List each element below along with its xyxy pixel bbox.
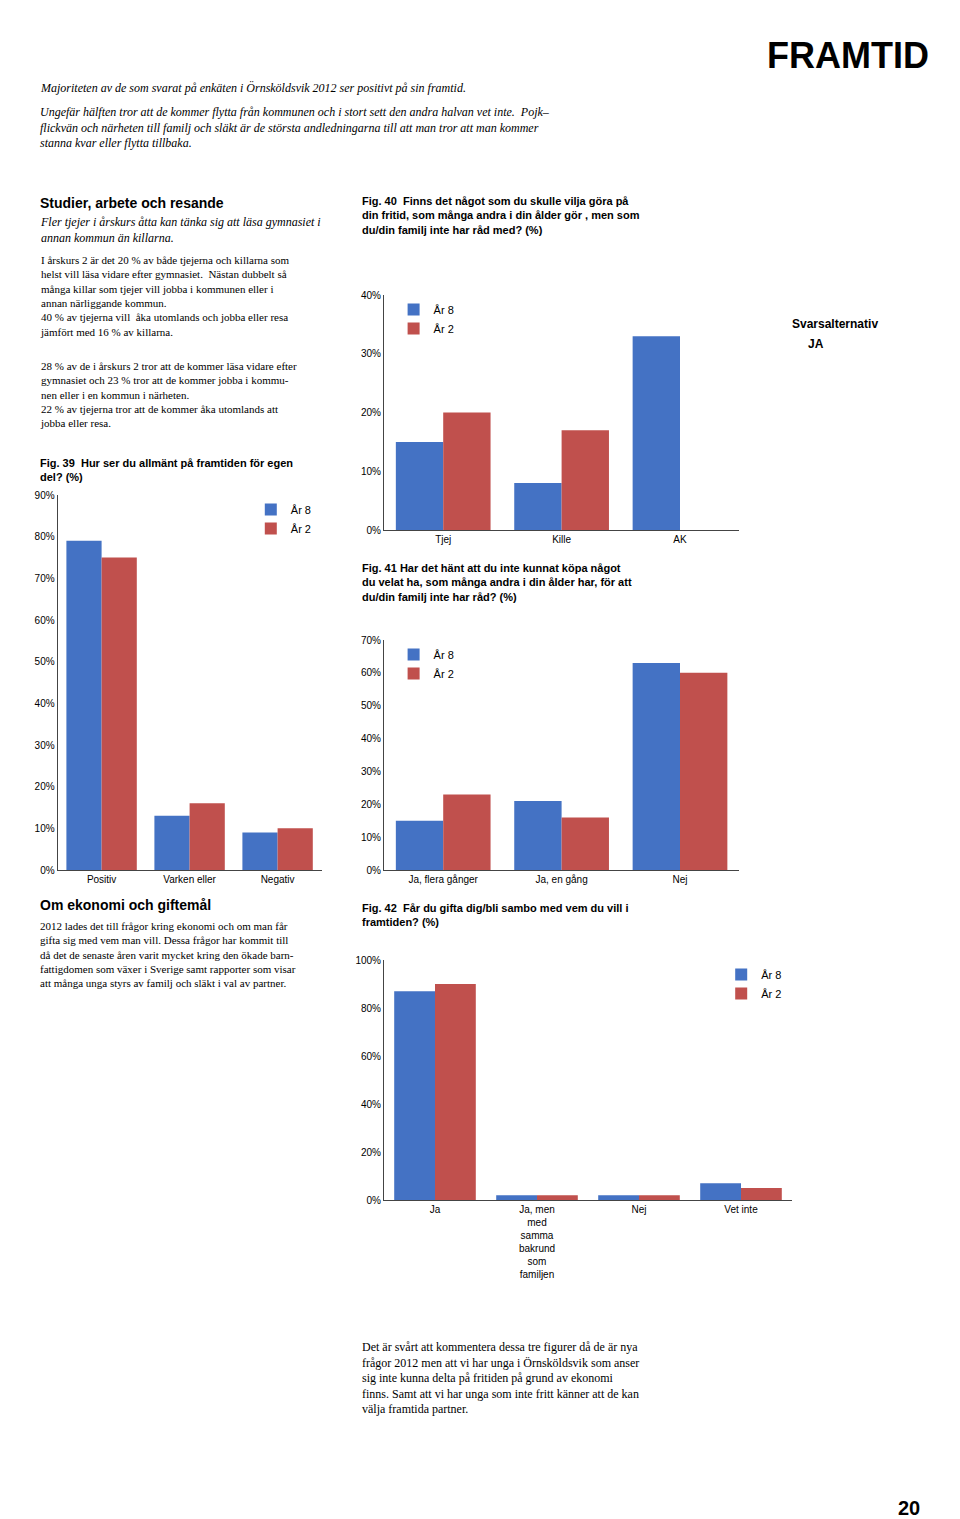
svg-text:0%: 0% <box>40 865 55 876</box>
svg-text:Vet inte: Vet inte <box>724 1204 758 1215</box>
svg-text:Svarsalternativ: Svarsalternativ <box>792 317 878 331</box>
svg-text:Kille: Kille <box>552 534 571 545</box>
svg-text:År 2: År 2 <box>291 523 311 535</box>
svg-text:40%: 40% <box>35 698 55 709</box>
svg-text:10%: 10% <box>361 466 381 477</box>
svg-text:Ja, menmedsammabakrundsomfamil: Ja, menmedsammabakrundsomfamiljen <box>519 1204 555 1280</box>
svg-text:20%: 20% <box>361 407 381 418</box>
svg-text:FRAMTID: FRAMTID <box>767 35 929 76</box>
svg-text:Ja, flera gånger: Ja, flera gånger <box>408 874 478 885</box>
svg-text:60%: 60% <box>361 667 381 678</box>
svg-text:Studier, arbete och resande: Studier, arbete och resande <box>40 195 224 211</box>
svg-text:20%: 20% <box>361 1147 381 1158</box>
svg-text:Fig. 39 Hur ser du allmänt på: Fig. 39 Hur ser du allmänt på framtiden … <box>40 457 293 483</box>
svg-text:Negativ: Negativ <box>261 874 295 885</box>
svg-text:År 8: År 8 <box>761 969 781 981</box>
svg-text:År 2: År 2 <box>761 988 781 1000</box>
svg-text:40%: 40% <box>361 733 381 744</box>
svg-text:100%: 100% <box>355 955 381 966</box>
svg-text:70%: 70% <box>35 573 55 584</box>
svg-text:90%: 90% <box>35 490 55 501</box>
svg-text:Fler tjejer i årskurs åtta kan: Fler tjejer i årskurs åtta kan tänka sig… <box>40 215 321 245</box>
svg-text:60%: 60% <box>361 1051 381 1062</box>
svg-text:Det är svårt att kommentera de: Det är svårt att kommentera dessa tre fi… <box>362 1340 639 1416</box>
svg-text:28 % av de i årskurs 2 tror at: 28 % av de i årskurs 2 tror att de komme… <box>40 360 297 429</box>
svg-text:20%: 20% <box>361 799 381 810</box>
svg-text:Varken eller: Varken eller <box>163 874 216 885</box>
svg-text:Fig. 40 Finns det något som d: Fig. 40 Finns det något som du skulle vi… <box>362 195 640 236</box>
svg-text:20: 20 <box>898 1497 920 1519</box>
svg-text:I årskurs 2 är det 20 % av båd: I årskurs 2 är det 20 % av både tjejerna… <box>40 254 289 338</box>
svg-text:80%: 80% <box>35 531 55 542</box>
svg-text:År 8: År 8 <box>291 504 311 516</box>
svg-text:40%: 40% <box>361 1099 381 1110</box>
svg-text:50%: 50% <box>35 656 55 667</box>
svg-text:80%: 80% <box>361 1003 381 1014</box>
svg-text:0%: 0% <box>367 1195 382 1206</box>
svg-text:60%: 60% <box>35 615 55 626</box>
svg-text:Ja: Ja <box>430 1204 441 1215</box>
svg-text:0%: 0% <box>367 525 382 536</box>
svg-text:0%: 0% <box>367 865 382 876</box>
svg-text:40%: 40% <box>361 290 381 301</box>
svg-text:10%: 10% <box>361 832 381 843</box>
svg-text:Tjej: Tjej <box>435 534 451 545</box>
svg-text:Nej: Nej <box>672 874 687 885</box>
svg-text:År 2: År 2 <box>434 668 454 680</box>
svg-text:2012 lades det till frågor kri: 2012 lades det till frågor kring ekonomi… <box>40 920 296 989</box>
svg-text:30%: 30% <box>361 348 381 359</box>
svg-text:Positiv: Positiv <box>87 874 116 885</box>
svg-text:År 8: År 8 <box>434 304 454 316</box>
svg-text:Ungefär hälften tror att de ko: Ungefär hälften tror att de kommer flytt… <box>40 105 550 150</box>
svg-text:JA: JA <box>808 337 824 351</box>
svg-text:Majoriteten av de som svarat p: Majoriteten av de som svarat på enkäten … <box>40 80 466 95</box>
svg-text:År 8: År 8 <box>434 649 454 661</box>
svg-text:30%: 30% <box>361 766 381 777</box>
svg-text:Fig. 42 Får du gifta dig/bli: Fig. 42 Får du gifta dig/bli sambo med v… <box>362 902 629 928</box>
svg-text:Nej: Nej <box>631 1204 646 1215</box>
svg-text:Fig. 41 Har det hänt att du in: Fig. 41 Har det hänt att du inte kunnat … <box>362 562 632 603</box>
svg-text:År 2: År 2 <box>434 323 454 335</box>
svg-text:AK: AK <box>673 534 687 545</box>
svg-text:20%: 20% <box>35 781 55 792</box>
svg-text:Ja, en gång: Ja, en gång <box>535 874 587 885</box>
svg-text:10%: 10% <box>35 823 55 834</box>
svg-text:50%: 50% <box>361 700 381 711</box>
svg-text:Om ekonomi och giftemål: Om ekonomi och giftemål <box>40 897 211 913</box>
svg-text:30%: 30% <box>35 740 55 751</box>
svg-text:70%: 70% <box>361 635 381 646</box>
